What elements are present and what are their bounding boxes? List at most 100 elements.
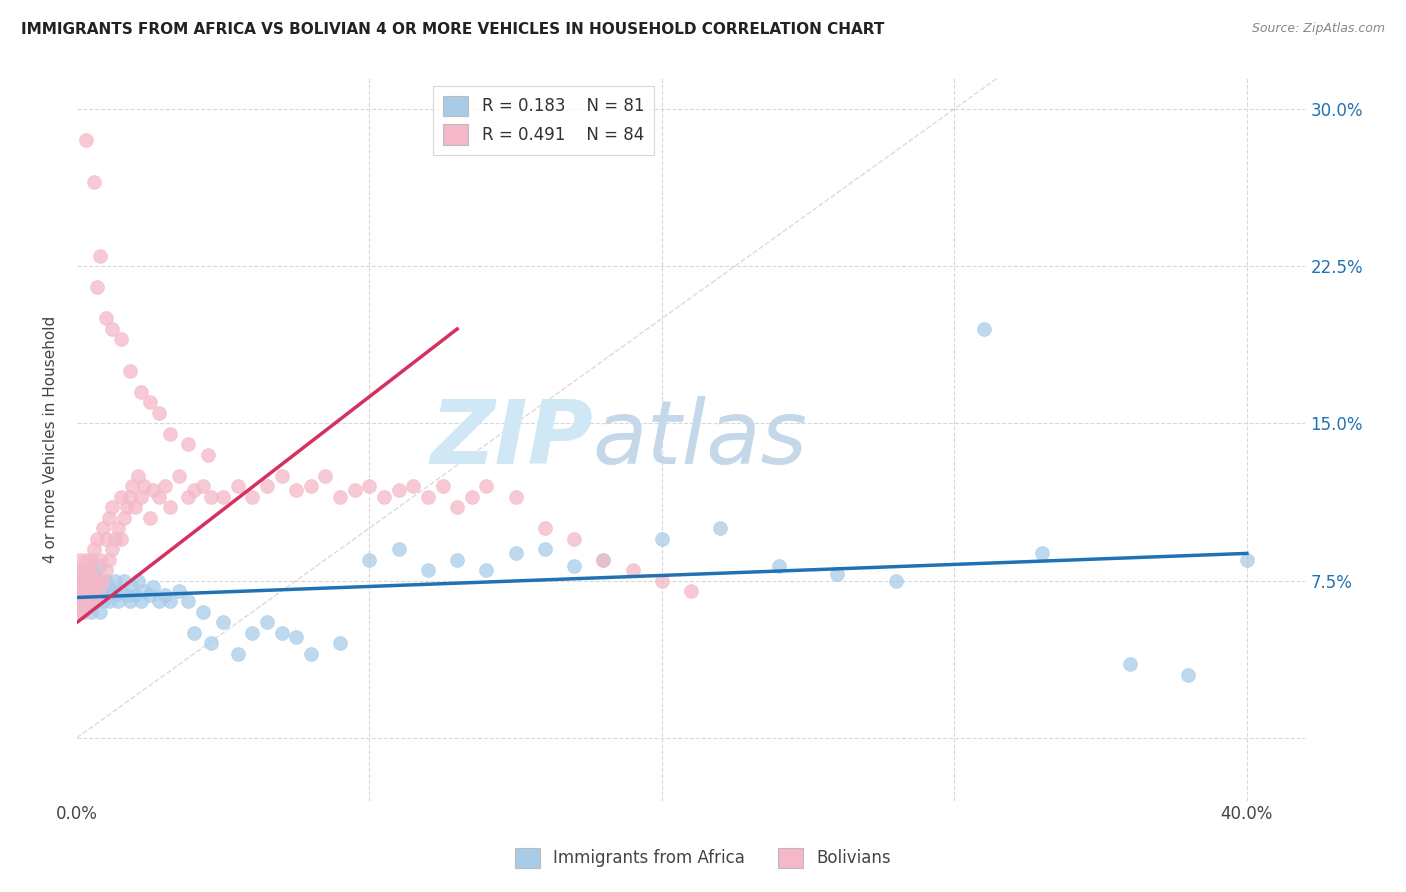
Point (121, 479, 143, 493)
Point (505, 490, 527, 504)
Legend: R = 0.183    N = 81, R = 0.491    N = 84: R = 0.183 N = 81, R = 0.491 N = 84 (433, 86, 654, 155)
Point (475, 563, 498, 577)
Point (153, 588, 176, 602)
Point (77, 588, 100, 602)
Point (80, 552, 103, 566)
Point (75, 584, 97, 599)
Point (359, 552, 381, 566)
Point (83, 567, 105, 582)
Point (534, 521, 557, 535)
Point (416, 490, 439, 504)
Point (118, 490, 141, 504)
Point (124, 588, 146, 602)
Point (177, 594, 200, 608)
Point (107, 594, 129, 608)
Point (177, 437, 200, 451)
Point (183, 483, 205, 498)
Point (270, 626, 292, 640)
Point (562, 558, 585, 573)
Point (104, 574, 127, 588)
Point (827, 567, 849, 582)
Point (159, 594, 181, 608)
Point (69, 563, 91, 577)
Point (89, 605, 111, 619)
Point (212, 490, 235, 504)
Point (191, 479, 214, 493)
Point (110, 490, 132, 504)
Point (256, 615, 278, 630)
Point (505, 546, 527, 560)
Point (72, 584, 94, 599)
Point (98, 510, 121, 524)
Point (94, 532, 117, 546)
Point (142, 580, 165, 594)
Point (98, 594, 121, 608)
Point (89, 558, 111, 573)
Point (226, 647, 249, 661)
Y-axis label: 4 or more Vehicles in Household: 4 or more Vehicles in Household (44, 316, 58, 563)
Point (240, 626, 263, 640)
Point (101, 584, 124, 599)
Point (139, 510, 162, 524)
Text: ZIP: ZIP (430, 395, 593, 483)
Point (200, 636, 222, 650)
Point (83, 175, 105, 189)
Point (104, 532, 127, 546)
Point (446, 552, 468, 566)
Point (651, 532, 673, 546)
Point (446, 500, 468, 515)
Point (69, 584, 91, 599)
Point (148, 490, 170, 504)
Point (621, 563, 644, 577)
Point (191, 605, 214, 619)
Point (83, 584, 105, 599)
Point (256, 479, 278, 493)
Point (127, 468, 149, 483)
Point (69, 574, 91, 588)
Point (373, 490, 395, 504)
Point (101, 542, 124, 557)
Point (475, 479, 498, 493)
Point (709, 521, 731, 535)
Point (884, 574, 907, 588)
Point (592, 552, 614, 566)
Point (139, 395, 162, 409)
Point (592, 552, 614, 566)
Point (72, 588, 94, 602)
Point (110, 532, 132, 546)
Point (101, 322, 124, 336)
Point (75, 574, 97, 588)
Point (72, 605, 94, 619)
Point (89, 249, 111, 263)
Point (80, 580, 103, 594)
Point (77, 558, 100, 573)
Point (129, 384, 152, 399)
Point (75, 584, 97, 599)
Point (80, 567, 103, 582)
Point (80, 594, 103, 608)
Point (94, 311, 117, 326)
Point (89, 580, 111, 594)
Point (110, 333, 132, 347)
Point (118, 364, 141, 378)
Point (72, 574, 94, 588)
Point (134, 584, 156, 599)
Point (115, 588, 138, 602)
Point (270, 468, 292, 483)
Point (89, 574, 111, 588)
Point (343, 483, 366, 498)
Point (77, 574, 100, 588)
Point (139, 588, 162, 602)
Point (134, 479, 156, 493)
Legend: Immigrants from Africa, Bolivians: Immigrants from Africa, Bolivians (508, 841, 898, 875)
Point (72, 580, 94, 594)
Point (388, 483, 411, 498)
Point (72, 584, 94, 599)
Point (91, 594, 114, 608)
Point (127, 574, 149, 588)
Point (83, 574, 105, 588)
Point (388, 542, 411, 557)
Point (1119, 657, 1142, 672)
Point (402, 479, 425, 493)
Point (432, 479, 454, 493)
